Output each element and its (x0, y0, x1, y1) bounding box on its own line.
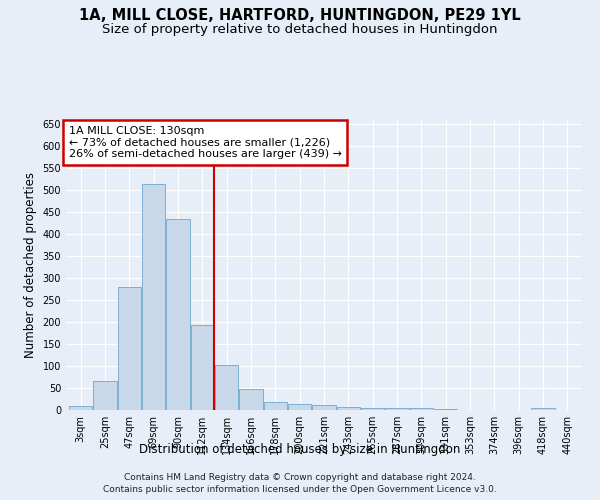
Text: Contains public sector information licensed under the Open Government Licence v3: Contains public sector information licen… (103, 485, 497, 494)
Bar (239, 390, 263, 410)
Bar (532, 408, 554, 410)
Bar (215, 365, 238, 410)
Bar (142, 184, 165, 410)
Bar (434, 409, 457, 410)
Text: 1A MILL CLOSE: 130sqm
← 73% of detached houses are smaller (1,226)
26% of semi-d: 1A MILL CLOSE: 130sqm ← 73% of detached … (68, 126, 341, 159)
Bar (288, 404, 311, 410)
Text: Contains HM Land Registry data © Crown copyright and database right 2024.: Contains HM Land Registry data © Crown c… (124, 472, 476, 482)
Bar (337, 408, 360, 410)
Bar (69, 406, 92, 410)
Bar (264, 402, 287, 410)
Bar (191, 325, 214, 410)
Bar (118, 287, 141, 410)
Text: Distribution of detached houses by size in Huntingdon: Distribution of detached houses by size … (139, 442, 461, 456)
Text: 1A, MILL CLOSE, HARTFORD, HUNTINGDON, PE29 1YL: 1A, MILL CLOSE, HARTFORD, HUNTINGDON, PE… (79, 8, 521, 22)
Bar (385, 408, 409, 410)
Bar (410, 408, 433, 410)
Bar (313, 405, 335, 410)
Text: Size of property relative to detached houses in Huntingdon: Size of property relative to detached ho… (102, 22, 498, 36)
Bar (166, 219, 190, 410)
Bar (361, 408, 384, 410)
Bar (94, 382, 116, 410)
Y-axis label: Number of detached properties: Number of detached properties (24, 172, 37, 358)
